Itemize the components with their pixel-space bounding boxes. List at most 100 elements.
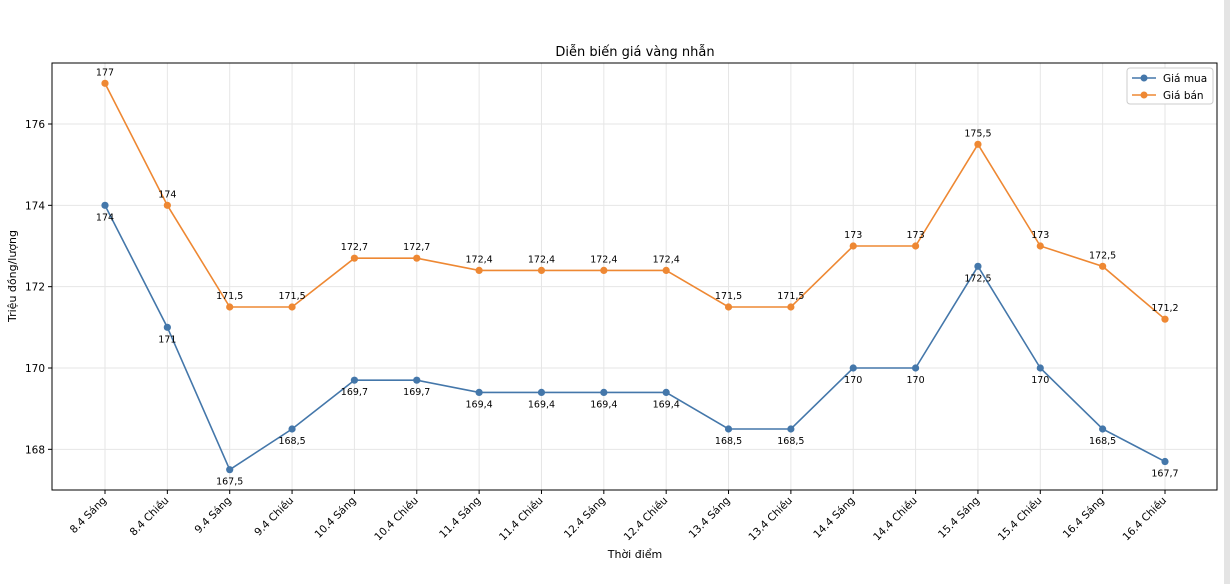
data-label-gia-ban: 172,4 <box>590 254 617 265</box>
data-point-gia-mua <box>600 388 608 396</box>
data-point-gia-mua <box>350 376 359 384</box>
data-label-gia-ban: 172,7 <box>403 242 430 253</box>
data-label-gia-ban: 172,7 <box>341 242 368 253</box>
x-tick-label: 9.4 Sáng <box>192 495 233 536</box>
data-point-gia-ban <box>974 140 982 148</box>
series-line-gia-mua <box>104 204 1166 471</box>
x-tick-label: 15.4 Sáng <box>936 495 982 541</box>
data-label-gia-mua: 171 <box>158 334 176 345</box>
data-label-gia-mua: 168,5 <box>715 436 742 447</box>
data-point-gia-mua <box>288 425 296 433</box>
data-label-gia-ban: 175,5 <box>964 128 991 139</box>
data-point-gia-ban <box>849 242 857 250</box>
data-point-gia-mua <box>974 262 982 270</box>
plot-frame <box>51 62 1218 491</box>
data-label-gia-mua: 168,5 <box>1089 436 1116 447</box>
x-tick-label: 10.4 Chiều <box>372 495 421 544</box>
series-group: 174 171 167,5 168,5 169,7 169,7 169,4 169,4 169,… <box>96 67 1179 487</box>
data-point-gia-mua <box>101 201 109 209</box>
x-axis-ticks: 8.4 Sáng 8.4 Chiều 9.4 Sáng 9.4 Chiều 10.4 S… <box>68 490 1169 543</box>
legend: Giá mua Giá bán <box>1126 67 1214 105</box>
x-tick-label: 15.4 Chiều <box>996 495 1045 544</box>
data-point-gia-mua <box>1161 457 1169 466</box>
data-point-gia-mua <box>475 388 483 396</box>
data-label-gia-mua: 167,5 <box>216 477 243 488</box>
legend-marker-gia-ban <box>1140 91 1148 99</box>
legend-label-gia-ban: Giá bán <box>1163 90 1204 102</box>
data-label-gia-ban: 171,5 <box>278 291 305 302</box>
data-point-gia-ban <box>288 303 296 311</box>
data-point-gia-mua <box>662 388 670 396</box>
x-tick-label: 8.4 Chiều <box>128 495 172 539</box>
data-point-gia-ban <box>101 79 109 87</box>
x-tick-label: 14.4 Sáng <box>811 495 857 541</box>
legend-marker-gia-mua <box>1140 74 1148 82</box>
x-tick-label: 16.4 Sáng <box>1061 495 1107 541</box>
data-point-gia-ban <box>911 242 920 250</box>
data-label-gia-mua: 172,5 <box>964 273 991 284</box>
x-tick-label: 11.4 Sáng <box>437 495 483 541</box>
data-label-gia-mua: 169,7 <box>341 387 368 398</box>
data-label-gia-mua: 167,7 <box>1151 469 1178 480</box>
data-point-gia-ban <box>600 266 608 274</box>
x-tick-label: 9.4 Chiều <box>252 495 296 539</box>
data-label-gia-ban: 172,4 <box>653 254 680 265</box>
data-label-gia-mua: 170 <box>844 375 862 386</box>
data-point-gia-mua <box>724 425 733 433</box>
data-label-gia-mua: 169,4 <box>466 399 493 410</box>
data-label-gia-mua: 169,4 <box>528 399 555 410</box>
x-tick-label: 16.4 Chiều <box>1121 495 1170 544</box>
chart-title: Diễn biến giá vàng nhẫn <box>555 45 714 60</box>
x-tick-label: 12.4 Sáng <box>562 495 608 541</box>
data-label-gia-mua: 169,4 <box>653 399 680 410</box>
data-label-gia-ban: 173 <box>844 230 862 241</box>
x-tick-label: 14.4 Chiều <box>871 495 920 544</box>
data-point-gia-mua <box>163 323 171 331</box>
data-point-gia-mua <box>413 376 421 384</box>
y-axis-label: Triệu đồng/lượng <box>6 230 19 323</box>
x-tick-label: 10.4 Sáng <box>312 495 358 541</box>
data-point-gia-mua <box>226 466 234 474</box>
data-label-gia-mua: 170 <box>1031 375 1049 386</box>
x-tick-label: 12.4 Chiều <box>622 495 671 544</box>
x-tick-label: 13.4 Chiều <box>746 495 795 544</box>
data-label-gia-mua: 168,5 <box>278 436 305 447</box>
data-label-gia-ban: 171,5 <box>715 291 742 302</box>
data-label-gia-ban: 172,5 <box>1089 250 1116 261</box>
data-label-gia-mua: 168,5 <box>777 436 804 447</box>
data-point-gia-mua <box>911 364 920 372</box>
data-label-gia-ban: 172,4 <box>528 254 555 265</box>
series-line-gia-ban <box>104 82 1166 320</box>
data-label-gia-mua: 169,7 <box>403 387 430 398</box>
data-label-gia-ban: 173 <box>907 230 925 241</box>
data-point-gia-ban <box>537 266 546 274</box>
data-point-gia-mua <box>1036 364 1044 372</box>
grid-lines <box>52 63 1217 490</box>
y-tick-label: 174 <box>25 200 45 212</box>
data-point-gia-mua <box>1099 425 1107 433</box>
data-point-gia-ban <box>350 254 359 262</box>
data-point-gia-ban <box>163 201 171 209</box>
y-tick-label: 176 <box>25 119 45 131</box>
data-label-gia-ban: 171,2 <box>1151 303 1178 314</box>
data-label-gia-mua: 169,4 <box>590 399 617 410</box>
y-tick-label: 170 <box>25 363 45 375</box>
series-gia-mua: 174 171 167,5 168,5 169,7 169,7 169,4 169,4 169,… <box>96 201 1179 488</box>
x-tick-label: 13.4 Sáng <box>687 495 733 541</box>
y-axis-ticks: 168 170 172 174 176 <box>25 119 52 456</box>
data-label-gia-ban: 171,5 <box>216 291 243 302</box>
data-label-gia-ban: 177 <box>96 67 114 78</box>
data-point-gia-ban <box>1099 262 1107 270</box>
data-label-gia-ban: 171,5 <box>777 291 804 302</box>
data-point-gia-mua <box>849 364 857 372</box>
data-label-gia-mua: 174 <box>96 212 114 223</box>
data-label-gia-ban: 173 <box>1031 230 1049 241</box>
data-label-gia-mua: 170 <box>907 375 925 386</box>
data-label-gia-ban: 174 <box>158 189 176 200</box>
series-gia-ban: 177 174 171,5 171,5 172,7 172,7 172,4 172,4 172,… <box>96 67 1179 323</box>
window-edge <box>1224 0 1230 584</box>
data-point-gia-ban <box>1036 242 1044 250</box>
legend-label-gia-mua: Giá mua <box>1163 73 1207 85</box>
x-tick-label: 8.4 Sáng <box>68 495 109 536</box>
